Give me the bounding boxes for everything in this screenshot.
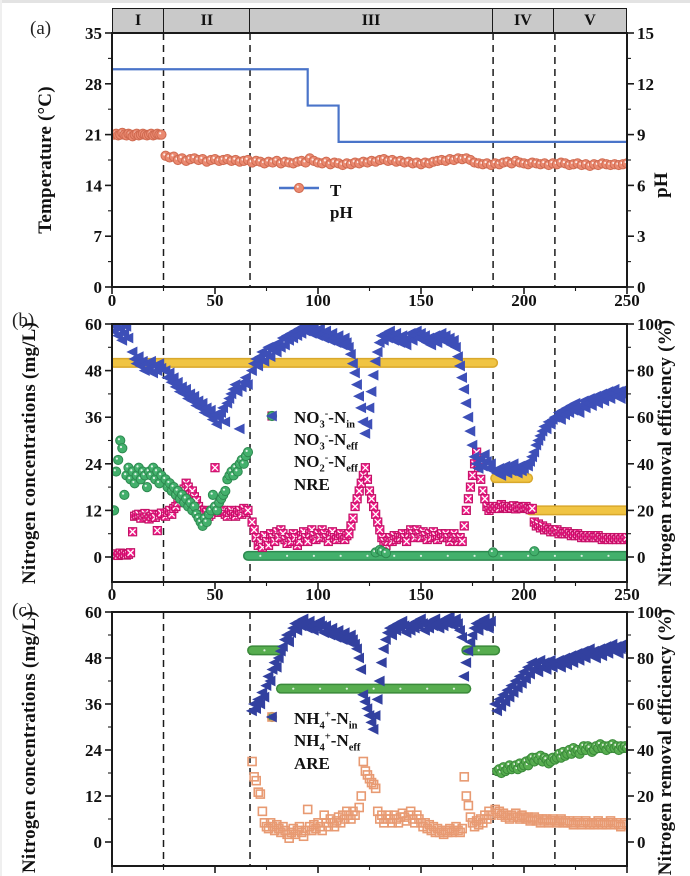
phase-cell-2: II — [164, 9, 251, 32]
svg-text:6: 6 — [637, 176, 646, 195]
svg-text:0: 0 — [94, 278, 103, 297]
svg-text:250: 250 — [614, 291, 640, 310]
axis-title-are: Nitrogen removal efficiency (%) — [655, 608, 676, 876]
legend-panel-b: NO3--Nin NO3--Neff NO2--Neff NRE — [262, 408, 358, 496]
svg-text:250: 250 — [614, 585, 640, 604]
svg-text:100: 100 — [637, 315, 663, 334]
legend-label: NH4+-Nin — [294, 708, 358, 732]
svg-text:0: 0 — [108, 291, 117, 310]
svg-text:0: 0 — [108, 585, 117, 604]
legend-label: pH — [330, 203, 353, 222]
svg-text:200: 200 — [511, 291, 537, 310]
svg-text:40: 40 — [637, 741, 654, 760]
panel-letter-a: (a) — [30, 18, 52, 39]
svg-text:3: 3 — [637, 227, 646, 246]
svg-text:15: 15 — [637, 24, 654, 43]
svg-text:100: 100 — [305, 585, 331, 604]
svg-text:48: 48 — [85, 649, 102, 668]
phase-band: I II III IV V — [112, 8, 627, 33]
svg-text:40: 40 — [637, 455, 654, 474]
svg-text:20: 20 — [637, 787, 654, 806]
svg-text:60: 60 — [637, 695, 654, 714]
scan-edge-left — [0, 0, 2, 876]
legend-item: NRE — [262, 410, 358, 496]
axis-title-temperature: Temperature (°C) — [35, 86, 56, 234]
svg-text:0: 0 — [94, 548, 103, 567]
svg-text:60: 60 — [85, 315, 102, 334]
phase-cell-3: III — [250, 9, 493, 32]
phase-label: I — [135, 11, 142, 29]
legend-item: NO3--Nin — [262, 408, 358, 430]
legend-panel-c: NH4+-Nin NH4+-Neff ARE — [262, 709, 360, 775]
svg-text:80: 80 — [637, 649, 654, 668]
legend-label: NH4+-Neff — [294, 730, 361, 754]
svg-text:0: 0 — [637, 833, 646, 852]
svg-text:80: 80 — [637, 362, 654, 381]
legend-item: ARE — [262, 711, 360, 775]
svg-text:200: 200 — [511, 585, 537, 604]
svg-text:100: 100 — [637, 603, 663, 622]
svg-text:12: 12 — [637, 75, 654, 94]
svg-text:150: 150 — [408, 291, 434, 310]
svg-text:9: 9 — [637, 126, 646, 145]
legend-label: ARE — [294, 754, 330, 773]
svg-text:150: 150 — [408, 585, 434, 604]
panel-c-plot: 0 12 24 36 48 60 0 20 40 60 80 100 — [85, 603, 663, 873]
svg-text:35: 35 — [85, 24, 102, 43]
svg-text:28: 28 — [85, 75, 102, 94]
legend-item: pH — [276, 182, 353, 224]
axis-title-nitrogen-conc-c: Nitrogen concentrations (mg/L) — [19, 610, 40, 874]
svg-text:60: 60 — [85, 603, 102, 622]
legend-item: NO2--Neff — [262, 410, 358, 475]
legend-label: NO3--Nin — [294, 407, 356, 431]
svg-text:50: 50 — [207, 585, 224, 604]
svg-text:36: 36 — [85, 695, 102, 714]
svg-text:60: 60 — [637, 408, 654, 427]
svg-text:0: 0 — [637, 278, 646, 297]
legend-label: NO3--Neff — [294, 429, 358, 453]
svg-text:0: 0 — [94, 833, 103, 852]
svg-text:24: 24 — [85, 741, 103, 760]
phase-cell-5: V — [554, 9, 626, 32]
svg-text:12: 12 — [85, 787, 102, 806]
svg-text:36: 36 — [85, 408, 102, 427]
panel-letter-c: (c) — [12, 600, 34, 621]
svg-text:7: 7 — [94, 227, 103, 246]
phase-cell-4: IV — [493, 9, 555, 32]
svg-text:24: 24 — [85, 455, 103, 474]
svg-text:48: 48 — [85, 362, 102, 381]
svg-text:21: 21 — [85, 126, 102, 145]
legend-item: NH4+-Neff — [262, 712, 361, 754]
phase-cell-1: I — [113, 9, 165, 32]
legend-label: NRE — [294, 475, 330, 494]
svg-text:20: 20 — [637, 501, 654, 520]
svg-text:100: 100 — [305, 291, 331, 310]
axis-title-nre: Nitrogen removal efficiency (%) — [655, 319, 676, 587]
axis-title-ph: pH — [651, 172, 672, 198]
panel-letter-b: (b) — [12, 310, 35, 331]
panel-b-plot: 0 12 24 36 48 60 0 20 40 60 80 100 0 50 100 150 200 250 — [85, 315, 663, 604]
svg-text:12: 12 — [85, 501, 102, 520]
scan-edge-top — [0, 0, 690, 3]
legend-item: NO3--Neff — [262, 411, 358, 453]
legend-label: T — [330, 181, 342, 200]
phase-label: IV — [513, 11, 532, 29]
axis-title-nitrogen-conc-b: Nitrogen concentrations (mg/L) — [19, 321, 40, 585]
legend-label: NO2--Neff — [294, 451, 358, 475]
svg-text:0: 0 — [637, 548, 646, 567]
svg-text:14: 14 — [85, 176, 103, 195]
svg-text:50: 50 — [207, 291, 224, 310]
phase-label: II — [200, 11, 214, 29]
phase-label: III — [361, 11, 381, 29]
phase-label: V — [584, 11, 596, 29]
